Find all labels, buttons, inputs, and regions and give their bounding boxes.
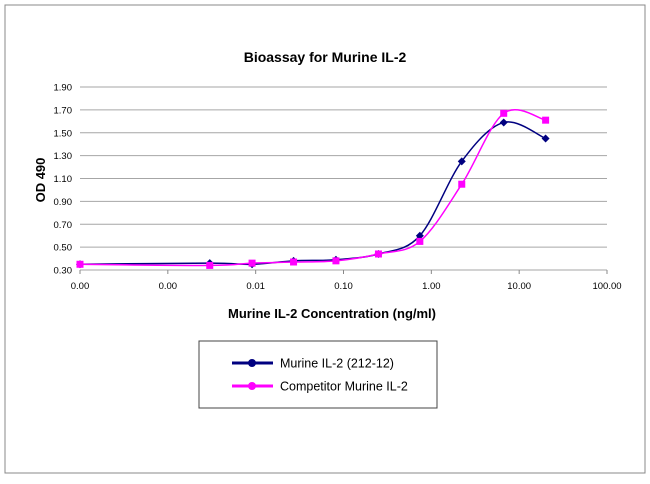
data-point xyxy=(374,250,382,258)
y-tick-label: 1.70 xyxy=(54,105,73,116)
data-point xyxy=(290,258,298,266)
legend-item: Competitor Murine IL-2 xyxy=(232,380,408,394)
data-point xyxy=(458,180,466,188)
data-point xyxy=(248,259,256,267)
y-axis-label: OD 490 xyxy=(33,158,48,203)
y-tick-label: 1.10 xyxy=(54,174,73,185)
x-tick-label: 0.10 xyxy=(334,281,353,292)
data-point xyxy=(457,157,466,166)
y-tick-label: 0.30 xyxy=(54,266,73,277)
legend-box xyxy=(198,340,438,409)
y-tick-label: 1.90 xyxy=(54,83,73,94)
y-tick-label: 1.50 xyxy=(54,128,73,139)
data-point xyxy=(415,231,424,240)
x-tick-label: 0.00 xyxy=(71,281,90,292)
legend-label: Competitor Murine IL-2 xyxy=(280,380,408,394)
data-point xyxy=(206,261,214,269)
data-point xyxy=(541,134,550,143)
data-point xyxy=(332,257,340,265)
x-tick-label: 10.00 xyxy=(507,281,531,292)
data-point xyxy=(499,118,508,127)
data-point xyxy=(416,237,424,245)
x-tick-label: 1.00 xyxy=(422,281,441,292)
series-2 xyxy=(76,108,550,269)
legend-marker xyxy=(248,359,256,367)
x-tick-label: 100.00 xyxy=(592,281,621,292)
data-point xyxy=(76,260,84,268)
chart-title: Bioassay for Murine IL-2 xyxy=(244,49,407,65)
legend-marker xyxy=(248,382,256,390)
legend-label: Murine IL-2 (212-12) xyxy=(280,357,394,371)
y-tick-label: 0.70 xyxy=(54,220,73,231)
x-axis-label: Murine IL-2 Concentration (ng/ml) xyxy=(228,306,436,321)
y-tick-label: 1.30 xyxy=(54,151,73,162)
x-tick-label: 0.00 xyxy=(159,281,178,292)
x-tick-label: 0.01 xyxy=(246,281,265,292)
legend-item: Murine IL-2 (212-12) xyxy=(232,357,394,371)
data-point xyxy=(500,109,508,117)
y-tick-label: 0.90 xyxy=(54,197,73,208)
data-point xyxy=(542,116,550,124)
legend: Murine IL-2 (212-12) Competitor Murine IL… xyxy=(198,340,438,409)
y-tick-label: 0.50 xyxy=(54,243,73,254)
series-line xyxy=(79,108,546,267)
